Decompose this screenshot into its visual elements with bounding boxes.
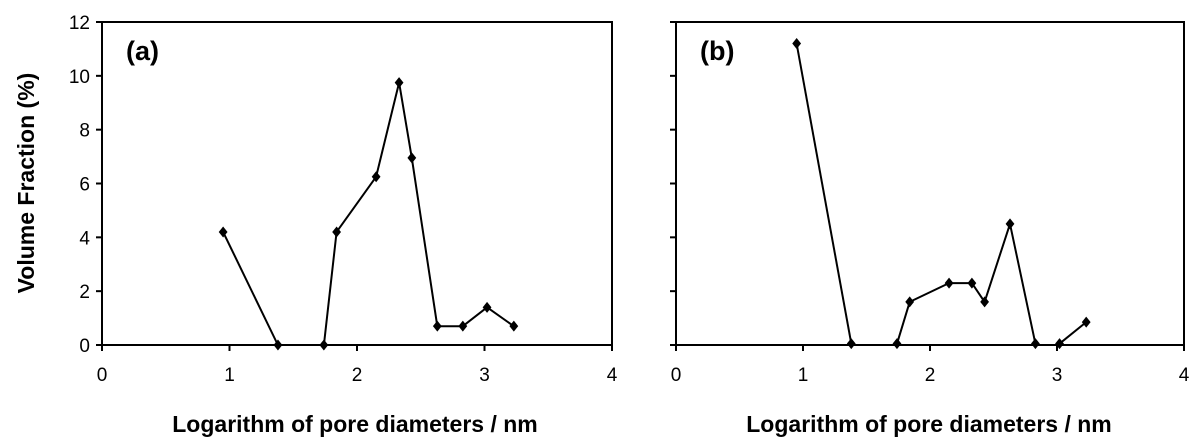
data-point-b-1 [846, 338, 856, 350]
data-point-b-2 [892, 338, 902, 350]
y-tick-label-6: 12 [69, 13, 90, 34]
panel-b: 0 1 2 3 4 (b) [670, 21, 1189, 386]
y-axis-title: Volume Fraction (%) [13, 73, 39, 294]
data-point-b-5 [967, 277, 977, 289]
data-point-b-8 [1031, 338, 1040, 350]
data-point-a-4 [371, 171, 381, 183]
series-line-a-0 [222, 231, 279, 346]
panel-label-b: (b) [700, 36, 734, 66]
data-point-a-6 [407, 152, 417, 164]
x-tick-label-a-2: 2 [352, 365, 363, 386]
x-axis-title-a: Logarithm of pore diameters / nm [172, 411, 538, 437]
series-line-b-2 [1058, 321, 1087, 345]
data-point-b-6 [980, 296, 990, 308]
series-line-b-0 [795, 43, 853, 344]
y-tick-label-3: 6 [79, 175, 90, 196]
panel-label-a: (a) [126, 36, 159, 66]
data-point-b-10 [1081, 316, 1091, 328]
y-tick-label-2: 4 [79, 228, 90, 249]
data-point-b-9 [1055, 338, 1064, 350]
data-point-a-9 [482, 301, 492, 313]
plot-frame-a [101, 21, 613, 346]
y-tick-label-5: 10 [69, 67, 90, 88]
series-line-b-1 [896, 222, 1037, 344]
data-point-a-10 [509, 320, 519, 332]
x-axis-title-b: Logarithm of pore diameters / nm [746, 411, 1112, 437]
data-point-a-2 [319, 339, 329, 351]
data-point-a-7 [432, 320, 442, 332]
data-point-a-5 [394, 77, 404, 89]
plot-frame-b [675, 21, 1185, 346]
data-point-a-3 [332, 226, 341, 238]
x-tick-label-b-2: 2 [925, 365, 936, 386]
y-tick-label-0: 0 [79, 336, 90, 357]
data-point-b-3 [905, 296, 915, 308]
x-tick-label-b-1: 1 [798, 365, 809, 386]
data-point-a-0 [218, 226, 228, 238]
x-tick-label-b-0: 0 [671, 365, 682, 386]
data-point-a-1 [273, 339, 283, 351]
x-tick-label-a-0: 0 [97, 365, 108, 386]
data-point-b-0 [792, 38, 802, 50]
data-point-a-8 [458, 320, 468, 332]
x-tick-label-a-1: 1 [224, 365, 235, 386]
data-point-b-4 [944, 277, 954, 289]
data-point-b-7 [1005, 218, 1015, 230]
y-tick-label-4: 8 [79, 121, 90, 142]
x-tick-label-a-4: 4 [607, 365, 618, 386]
x-tick-label-b-3: 3 [1052, 365, 1063, 386]
y-tick-label-1: 2 [79, 282, 90, 303]
x-tick-label-b-4: 4 [1179, 365, 1189, 386]
x-tick-label-a-3: 3 [479, 365, 490, 386]
